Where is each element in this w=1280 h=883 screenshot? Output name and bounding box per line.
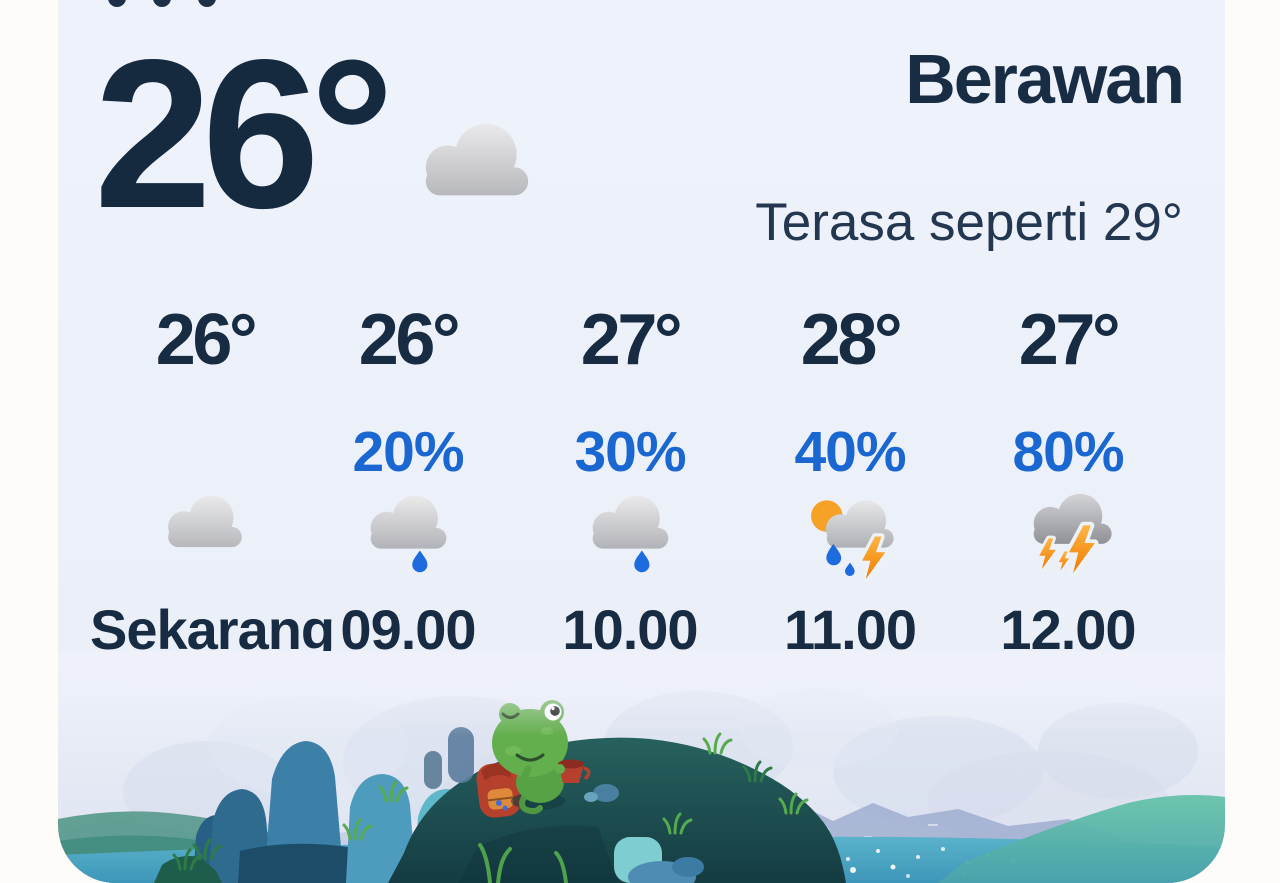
- hour-column-09[interactable]: 26° 20% 09.00: [293, 304, 523, 658]
- hour-time-label: 11.00: [783, 598, 917, 661]
- hour-precip: 20%: [352, 420, 464, 484]
- hour-precip: [90, 424, 320, 490]
- cloudy-icon: [168, 495, 242, 548]
- hour-time-label: 09.00: [340, 598, 476, 661]
- hour-precip: 30%: [574, 420, 686, 484]
- frog-hill-shadow: [458, 825, 618, 883]
- cloudy-icon: [425, 123, 529, 196]
- rain-icon: [370, 495, 446, 573]
- hour-column-10[interactable]: 27° 30% 10.00: [515, 304, 745, 658]
- standing-stones: [424, 727, 474, 789]
- current-condition-block: Berawan Terasa seperti 29°: [755, 40, 1185, 252]
- mist-fade: [58, 651, 1225, 736]
- right-green-hill: [938, 795, 1225, 883]
- thunderstorm-icon: [1033, 493, 1112, 577]
- rock-pinnacles: [193, 741, 478, 883]
- condition-label: Berawan: [905, 40, 1185, 118]
- hour-column-11[interactable]: 28° 40% 11.00: [735, 304, 965, 658]
- hour-precip: 80%: [1012, 420, 1124, 484]
- sun-rain-thunder-icon: [811, 500, 894, 583]
- hour-time-label: 12.00: [1000, 598, 1136, 661]
- blue-flowers: [496, 800, 508, 811]
- hour-time-label: 10.00: [562, 598, 698, 661]
- backpack-illustration: [476, 762, 522, 818]
- hour-precip: 40%: [794, 420, 906, 484]
- hour-temp: 27°: [580, 300, 683, 380]
- scenery-illustration: [58, 651, 1225, 883]
- hour-column-12[interactable]: 27° 80%: [953, 304, 1183, 658]
- hour-temp: 26°: [155, 300, 258, 380]
- weather-card: 26° Berawan Terasa seperti 29° 26° Seka: [58, 0, 1225, 883]
- feels-like-label: Terasa seperti 29°: [755, 193, 1183, 252]
- cutoff-dot: [108, 0, 126, 7]
- hour-temp: 26°: [358, 300, 461, 380]
- current-temperature: 26°: [94, 15, 395, 252]
- grass-tufts: [172, 732, 809, 883]
- cutoff-dot: [153, 0, 171, 7]
- hour-temp: 28°: [800, 300, 903, 380]
- hour-column-now[interactable]: 26° Sekarang: [90, 300, 335, 661]
- cutoff-dot: [198, 0, 216, 7]
- foreground-rocks: [154, 784, 704, 883]
- hour-time-label: Sekarang: [90, 598, 335, 661]
- hour-temp: 27°: [1018, 300, 1121, 380]
- rain-icon: [592, 495, 668, 573]
